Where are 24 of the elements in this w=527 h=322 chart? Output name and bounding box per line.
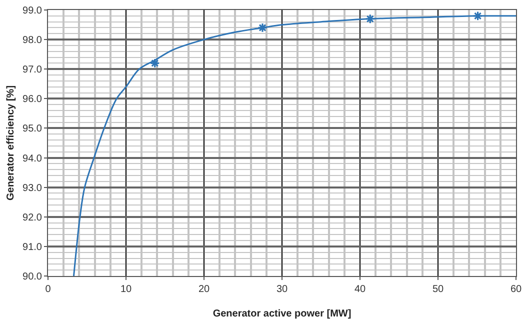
- x-tick-label: 50: [432, 284, 444, 295]
- y-tick-label: 92.0: [22, 212, 42, 224]
- y-tick-label: 94.0: [22, 153, 42, 164]
- x-tick-label: 10: [120, 284, 132, 295]
- line-series: [72, 15, 516, 276]
- x-tick-label: 30: [276, 284, 288, 295]
- y-tick-label: 96.0: [22, 94, 42, 106]
- point: [365, 14, 376, 24]
- x-tick-label: 60: [510, 284, 522, 295]
- y-tick-label: 91.0: [22, 242, 42, 253]
- y-axis-title: Generator efficiency [%]: [6, 85, 17, 201]
- y-tick-label: 98.0: [22, 35, 42, 46]
- x-tick-label: 40: [354, 284, 366, 295]
- point: [150, 58, 160, 68]
- x-axis-title: Generator active power [MW]: [212, 308, 352, 320]
- y-tick-label: 90.0: [22, 272, 42, 282]
- y-tick-label: 99.0: [22, 6, 42, 16]
- x-tick-label: 20: [198, 284, 210, 295]
- y-tick-label: 97.0: [22, 64, 42, 76]
- point: [472, 10, 483, 21]
- x-tick-label: 0: [45, 284, 52, 295]
- point: [258, 22, 268, 33]
- y-tick-label: 95.0: [22, 124, 42, 135]
- y-tick-label: 93.0: [22, 182, 42, 194]
